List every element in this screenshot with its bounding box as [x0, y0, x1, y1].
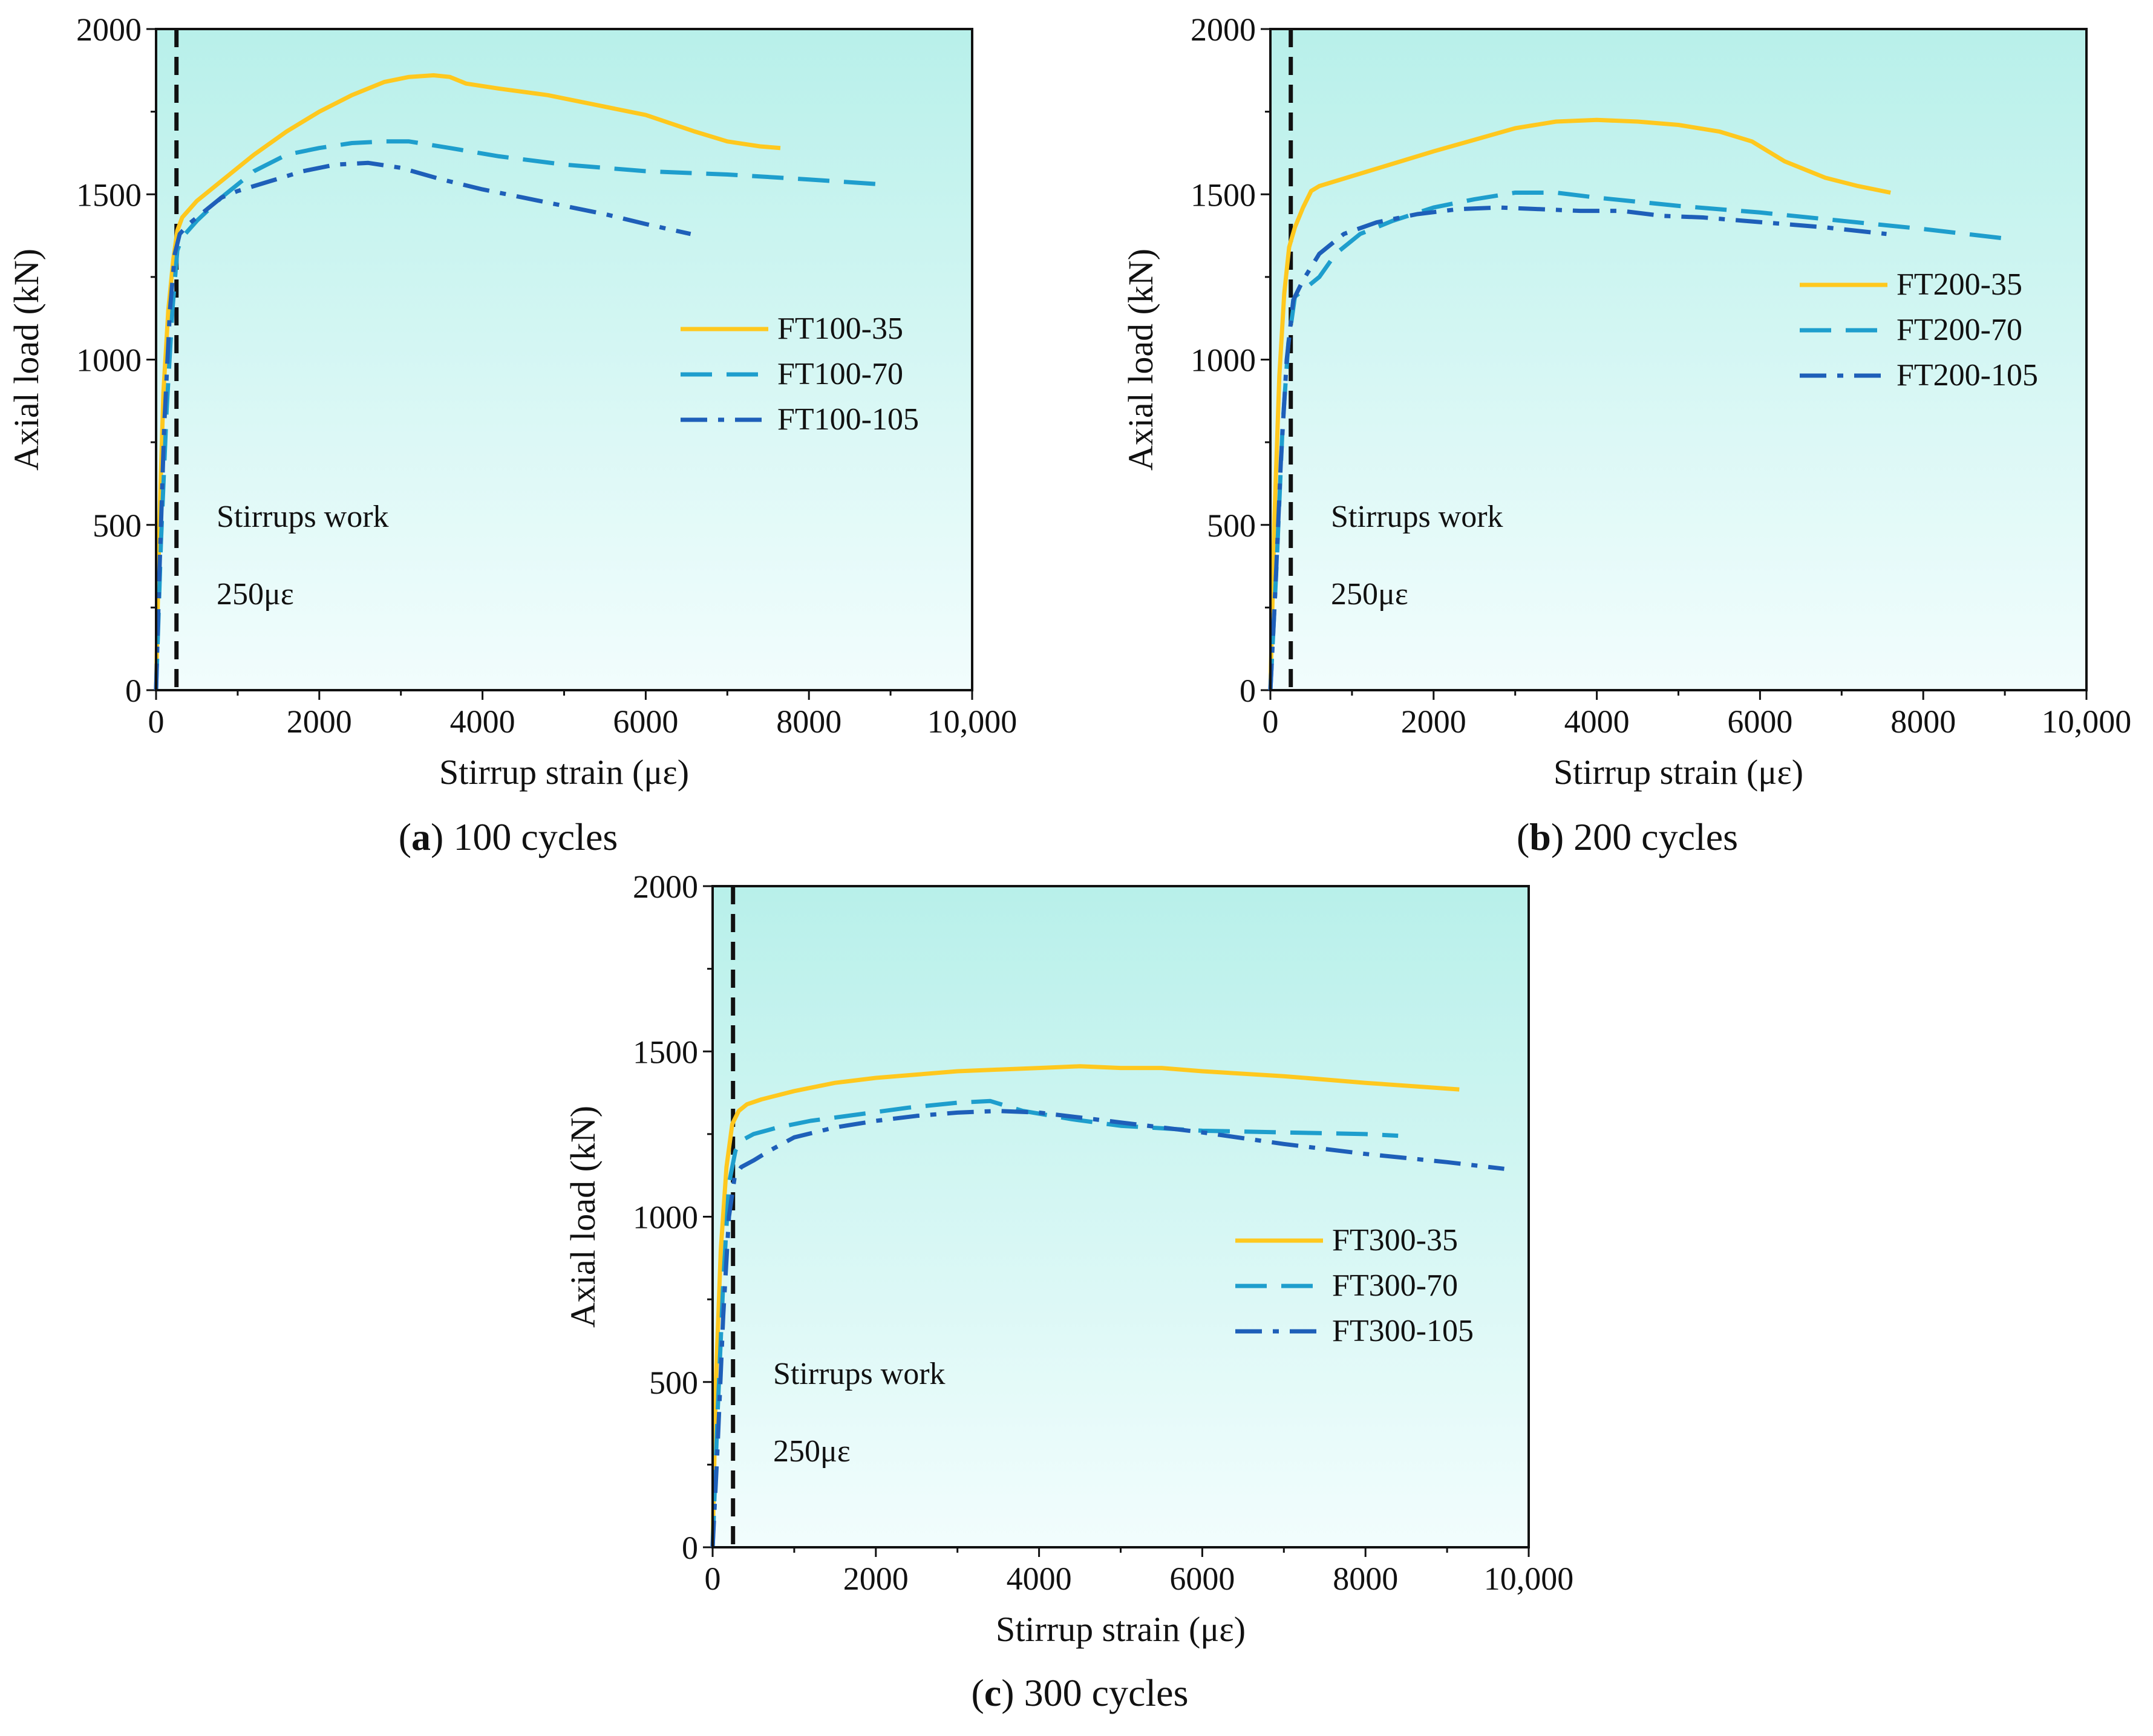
x-axis-title: Stirrup strain (με) [996, 1610, 1246, 1649]
x-tick-label: 6000 [613, 703, 678, 740]
series-line-ft100-70 [154, 139, 883, 691]
x-tick-label: 4000 [1564, 703, 1630, 740]
plot-area [1270, 29, 2086, 690]
panel-caption: (c) 300 cycles [972, 1671, 1189, 1714]
x-tick-label: 8000 [776, 703, 841, 740]
plot-frame [711, 885, 1530, 1548]
y-tick-label: 500 [649, 1365, 698, 1401]
y-tick-label: 1500 [1191, 177, 1256, 213]
caption-letter: b [1529, 815, 1551, 858]
x-tick-label: 2000 [287, 703, 352, 740]
x-tick-labels: 0 2000 4000 6000 8000 10,000 [705, 1561, 1574, 1597]
x-tick-label: 4000 [1007, 1561, 1072, 1597]
y-tick-label: 1000 [76, 342, 142, 379]
legend-label: FT100-105 [777, 402, 919, 437]
x-tick-label: 4000 [450, 703, 515, 740]
series-line-ft200-105 [1268, 205, 1887, 691]
legend-label: FT200-35 [1897, 267, 2022, 302]
x-tick-label: 0 [705, 1561, 721, 1597]
y-tick-label: 0 [125, 673, 142, 709]
chart-panel-b: 0 2000 4000 6000 8000 10,000 0 500 1000 … [1121, 11, 2131, 858]
y-tick-label: 0 [682, 1530, 698, 1566]
caption-letter: a [411, 815, 431, 858]
y-axis-title: Axial load (kN) [563, 1106, 603, 1328]
plot-frame [1269, 28, 2088, 691]
x-tick-label: 8000 [1890, 703, 1956, 740]
y-tick-label: 1000 [633, 1199, 698, 1236]
legend-label: FT200-70 [1897, 313, 2022, 347]
chart-panel-c: 0 2000 4000 6000 8000 10,000 0 500 1000 … [563, 869, 1573, 1714]
x-tick-label: 2000 [1401, 703, 1466, 740]
y-axis-title: Axial load (kN) [1121, 249, 1160, 471]
y-tick-label: 500 [93, 507, 142, 544]
panel-caption: (b) 200 cycles [1517, 815, 1738, 858]
axis-ticks [1261, 28, 2088, 700]
legend-label: FT100-35 [777, 312, 903, 346]
caption-letter: c [984, 1671, 1001, 1714]
annotation-stirrups-work: Stirrups work [773, 1357, 946, 1391]
x-axis-title: Stirrup strain (με) [439, 752, 689, 792]
y-tick-label: 2000 [1191, 11, 1256, 48]
plot-area [713, 886, 1529, 1547]
panel-caption: (a) 100 cycles [399, 815, 618, 858]
x-axis-title: Stirrup strain (με) [1553, 752, 1803, 792]
series-line-ft200-70 [1268, 191, 2010, 691]
annotation-250: 250με [773, 1434, 851, 1469]
x-tick-labels: 0 2000 4000 6000 8000 10,000 [148, 703, 1018, 740]
y-tick-label: 1000 [1191, 342, 1256, 379]
y-tick-label: 1500 [633, 1034, 698, 1070]
legend-label: FT300-70 [1332, 1268, 1458, 1303]
series-line-ft200-35 [1268, 117, 1891, 691]
annotation-250: 250με [1331, 577, 1408, 612]
series-line-ft100-35 [154, 73, 781, 691]
series-line-ft300-70 [710, 1098, 1399, 1548]
x-tick-label: 6000 [1169, 1561, 1235, 1597]
legend-label: FT100-70 [777, 357, 903, 391]
caption-text: 300 cycles [1024, 1671, 1189, 1714]
x-tick-label: 0 [148, 703, 165, 740]
y-tick-label: 0 [1240, 673, 1256, 709]
y-tick-labels: 0 500 1000 1500 2000 [1191, 11, 1256, 709]
x-tick-label: 6000 [1727, 703, 1792, 740]
caption-text: 100 cycles [453, 815, 618, 858]
x-tick-label: 2000 [843, 1561, 909, 1597]
y-tick-label: 500 [1207, 507, 1256, 544]
x-tick-label: 0 [1263, 703, 1279, 740]
series-line-ft300-105 [710, 1109, 1504, 1548]
legend-label: FT300-35 [1332, 1223, 1458, 1258]
caption-text: 200 cycles [1573, 815, 1738, 858]
y-tick-labels: 0 500 1000 1500 2000 [76, 11, 142, 709]
axis-ticks [703, 885, 1530, 1557]
x-tick-labels: 0 2000 4000 6000 8000 10,000 [1263, 703, 2132, 740]
y-tick-label: 2000 [633, 869, 698, 905]
legend-label: FT300-105 [1332, 1314, 1474, 1348]
y-tick-labels: 0 500 1000 1500 2000 [633, 869, 698, 1566]
annotation-stirrups-work: Stirrups work [217, 500, 389, 534]
series-line-ft300-35 [710, 1064, 1460, 1548]
chart-panel-a: 0 2000 4000 6000 8000 10,000 0 500 1000 … [7, 11, 1017, 858]
legend: FT200-35 FT200-70 FT200-105 [1800, 267, 2038, 393]
plot-area [156, 29, 972, 690]
legend: FT300-35 FT300-70 FT300-105 [1235, 1223, 1474, 1348]
y-axis-title: Axial load (kN) [7, 249, 46, 471]
y-tick-label: 1500 [76, 177, 142, 213]
plot-frame [155, 28, 973, 691]
x-tick-label: 8000 [1333, 1561, 1398, 1597]
annotation-stirrups-work: Stirrups work [1331, 500, 1503, 534]
x-tick-label: 10,000 [2042, 703, 2132, 740]
x-tick-label: 10,000 [927, 703, 1018, 740]
y-tick-label: 2000 [76, 11, 142, 48]
annotation-250: 250με [217, 577, 294, 612]
legend-label: FT200-105 [1897, 358, 2038, 393]
x-tick-label: 10,000 [1484, 1561, 1574, 1597]
legend: FT100-35 FT100-70 FT100-105 [681, 312, 919, 437]
